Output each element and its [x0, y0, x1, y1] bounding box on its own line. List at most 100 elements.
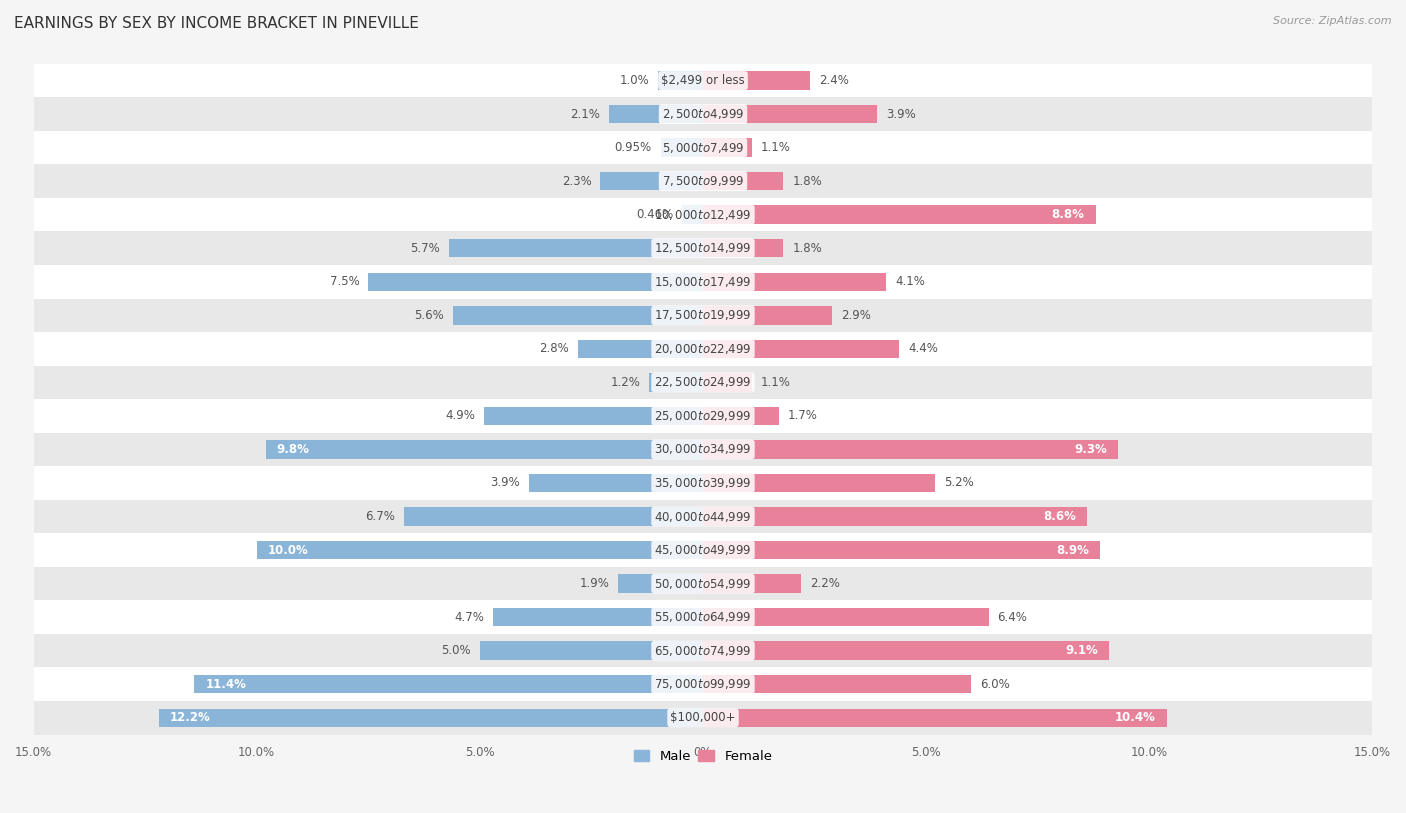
- Text: 8.8%: 8.8%: [1052, 208, 1084, 221]
- Text: $5,000 to $7,499: $5,000 to $7,499: [662, 141, 744, 154]
- Bar: [266, 440, 703, 459]
- Text: $2,499 or less: $2,499 or less: [661, 74, 745, 87]
- Bar: [34, 500, 1372, 533]
- Bar: [658, 72, 703, 89]
- Bar: [703, 406, 779, 425]
- Text: 1.2%: 1.2%: [610, 376, 641, 389]
- Text: 2.8%: 2.8%: [540, 342, 569, 355]
- Bar: [34, 265, 1372, 298]
- Bar: [34, 466, 1372, 500]
- Bar: [34, 433, 1372, 466]
- Legend: Male, Female: Male, Female: [628, 745, 778, 768]
- Text: 11.4%: 11.4%: [205, 678, 246, 691]
- Bar: [34, 98, 1372, 131]
- Bar: [34, 634, 1372, 667]
- Bar: [703, 440, 1118, 459]
- Bar: [661, 138, 703, 157]
- Bar: [34, 63, 1372, 98]
- Text: 2.9%: 2.9%: [841, 309, 872, 322]
- Text: 1.7%: 1.7%: [787, 410, 818, 423]
- Text: $2,500 to $4,999: $2,500 to $4,999: [662, 107, 744, 121]
- Bar: [703, 708, 1167, 727]
- Text: 1.1%: 1.1%: [761, 141, 792, 154]
- Text: 6.7%: 6.7%: [366, 510, 395, 523]
- Text: $35,000 to $39,999: $35,000 to $39,999: [654, 476, 752, 490]
- Bar: [703, 272, 886, 291]
- Text: 5.7%: 5.7%: [411, 241, 440, 254]
- Bar: [609, 105, 703, 124]
- Bar: [703, 172, 783, 190]
- Text: 5.0%: 5.0%: [441, 644, 471, 657]
- Bar: [703, 474, 935, 492]
- Bar: [34, 366, 1372, 399]
- Text: 4.4%: 4.4%: [908, 342, 938, 355]
- Text: 1.1%: 1.1%: [761, 376, 792, 389]
- Text: $75,000 to $99,999: $75,000 to $99,999: [654, 677, 752, 691]
- Text: 9.8%: 9.8%: [277, 443, 309, 456]
- Text: Source: ZipAtlas.com: Source: ZipAtlas.com: [1274, 16, 1392, 26]
- Bar: [257, 541, 703, 559]
- Bar: [703, 239, 783, 258]
- Text: 2.4%: 2.4%: [820, 74, 849, 87]
- Text: $22,500 to $24,999: $22,500 to $24,999: [654, 376, 752, 389]
- Text: 2.1%: 2.1%: [571, 107, 600, 120]
- Text: $100,000+: $100,000+: [671, 711, 735, 724]
- Bar: [34, 298, 1372, 332]
- Bar: [703, 641, 1109, 660]
- Text: 6.0%: 6.0%: [980, 678, 1010, 691]
- Text: $65,000 to $74,999: $65,000 to $74,999: [654, 644, 752, 658]
- Bar: [703, 72, 810, 89]
- Text: 10.4%: 10.4%: [1115, 711, 1156, 724]
- Text: 2.3%: 2.3%: [561, 175, 592, 188]
- Text: 7.5%: 7.5%: [329, 276, 360, 289]
- Text: 6.4%: 6.4%: [997, 611, 1028, 624]
- Text: $50,000 to $54,999: $50,000 to $54,999: [654, 576, 752, 590]
- Text: $15,000 to $17,499: $15,000 to $17,499: [654, 275, 752, 289]
- Bar: [494, 608, 703, 626]
- Bar: [34, 198, 1372, 232]
- Bar: [650, 373, 703, 392]
- Bar: [34, 232, 1372, 265]
- Bar: [682, 206, 703, 224]
- Bar: [34, 131, 1372, 164]
- Bar: [703, 507, 1087, 526]
- Text: 4.9%: 4.9%: [446, 410, 475, 423]
- Bar: [703, 608, 988, 626]
- Bar: [34, 667, 1372, 701]
- Text: $12,500 to $14,999: $12,500 to $14,999: [654, 241, 752, 255]
- Text: $17,500 to $19,999: $17,500 to $19,999: [654, 308, 752, 322]
- Text: 10.0%: 10.0%: [269, 544, 308, 557]
- Text: 5.6%: 5.6%: [415, 309, 444, 322]
- Text: 8.9%: 8.9%: [1056, 544, 1090, 557]
- Text: $25,000 to $29,999: $25,000 to $29,999: [654, 409, 752, 423]
- Text: $45,000 to $49,999: $45,000 to $49,999: [654, 543, 752, 557]
- Bar: [453, 306, 703, 324]
- Text: 3.9%: 3.9%: [886, 107, 915, 120]
- Text: 9.3%: 9.3%: [1074, 443, 1107, 456]
- Bar: [578, 340, 703, 358]
- Bar: [703, 574, 801, 593]
- Bar: [34, 164, 1372, 198]
- Text: 1.8%: 1.8%: [792, 241, 823, 254]
- Bar: [703, 340, 900, 358]
- Bar: [703, 675, 970, 693]
- Bar: [34, 332, 1372, 366]
- Bar: [703, 105, 877, 124]
- Text: 4.1%: 4.1%: [894, 276, 925, 289]
- Bar: [34, 567, 1372, 600]
- Text: 12.2%: 12.2%: [170, 711, 211, 724]
- Text: $7,500 to $9,999: $7,500 to $9,999: [662, 174, 744, 188]
- Bar: [600, 172, 703, 190]
- Bar: [404, 507, 703, 526]
- Bar: [484, 406, 703, 425]
- Bar: [34, 399, 1372, 433]
- Text: $10,000 to $12,499: $10,000 to $12,499: [654, 207, 752, 222]
- Text: 3.9%: 3.9%: [491, 476, 520, 489]
- Bar: [703, 206, 1095, 224]
- Bar: [159, 708, 703, 727]
- Text: 1.8%: 1.8%: [792, 175, 823, 188]
- Text: $55,000 to $64,999: $55,000 to $64,999: [654, 610, 752, 624]
- Bar: [703, 541, 1101, 559]
- Bar: [368, 272, 703, 291]
- Text: 8.6%: 8.6%: [1043, 510, 1076, 523]
